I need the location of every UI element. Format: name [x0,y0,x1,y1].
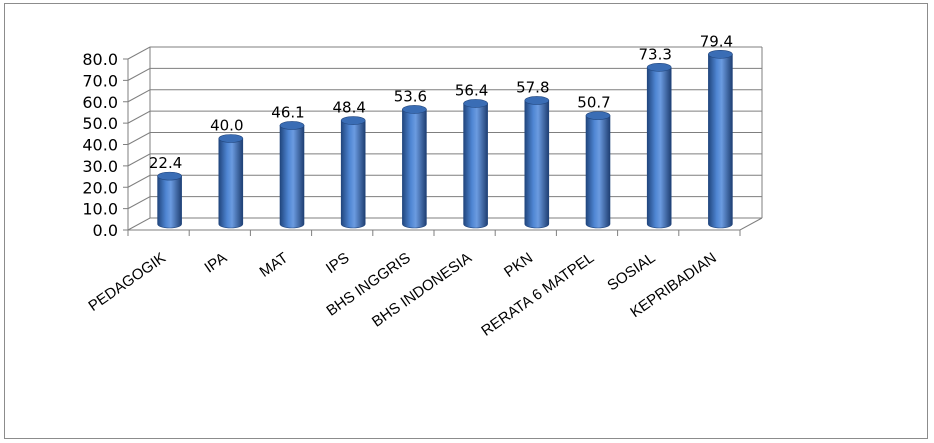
data-label: 73.3 [638,45,671,63]
category-label: IPS [323,249,353,277]
y-tick-label: 80.0 [82,50,118,69]
axes [123,47,763,236]
bar [157,171,182,229]
bar [218,134,244,229]
bar [340,116,366,229]
bar [524,96,550,229]
data-label: 79.4 [700,32,733,50]
category-label: MAT [257,249,292,280]
category-label: PEDAGOGIK [85,249,169,315]
bar [646,63,672,229]
y-tick-label: 60.0 [82,93,118,112]
bar [279,121,305,229]
y-axis-ticks: 0.0 10.0 20.0 30.0 40.0 50.0 60.0 70.0 80.0 [82,50,118,240]
y-tick-label: 70.0 [82,71,118,90]
category-label: IPA [201,249,230,276]
data-label: 22.4 [149,154,182,172]
data-label: 48.4 [332,99,365,117]
data-label: 46.1 [271,103,304,121]
data-labels: 22.4 40.0 46.1 48.4 53.6 56.4 57.8 50.7 73.3 79.4 [149,32,733,172]
data-label: 50.7 [577,94,610,112]
y-tick-label: 0.0 [93,221,118,240]
data-label: 40.0 [210,117,243,135]
data-label: 53.6 [394,87,427,105]
bar [402,105,427,229]
bar [463,99,488,229]
data-label: 57.8 [516,78,549,96]
y-tick-label: 50.0 [82,114,118,133]
category-label: PKN [501,249,536,281]
data-label: 56.4 [455,81,488,99]
category-label: RERATA 6 MATPEL [478,249,597,339]
y-tick-label: 10.0 [82,200,118,219]
y-tick-label: 20.0 [82,178,118,197]
y-tick-label: 30.0 [82,157,118,176]
bar [708,49,733,229]
bars [157,49,733,229]
category-label: BHS INDONESIA [369,249,475,330]
y-tick-label: 40.0 [82,136,118,155]
category-label: SOSIAL [604,249,658,294]
bar [585,111,611,229]
